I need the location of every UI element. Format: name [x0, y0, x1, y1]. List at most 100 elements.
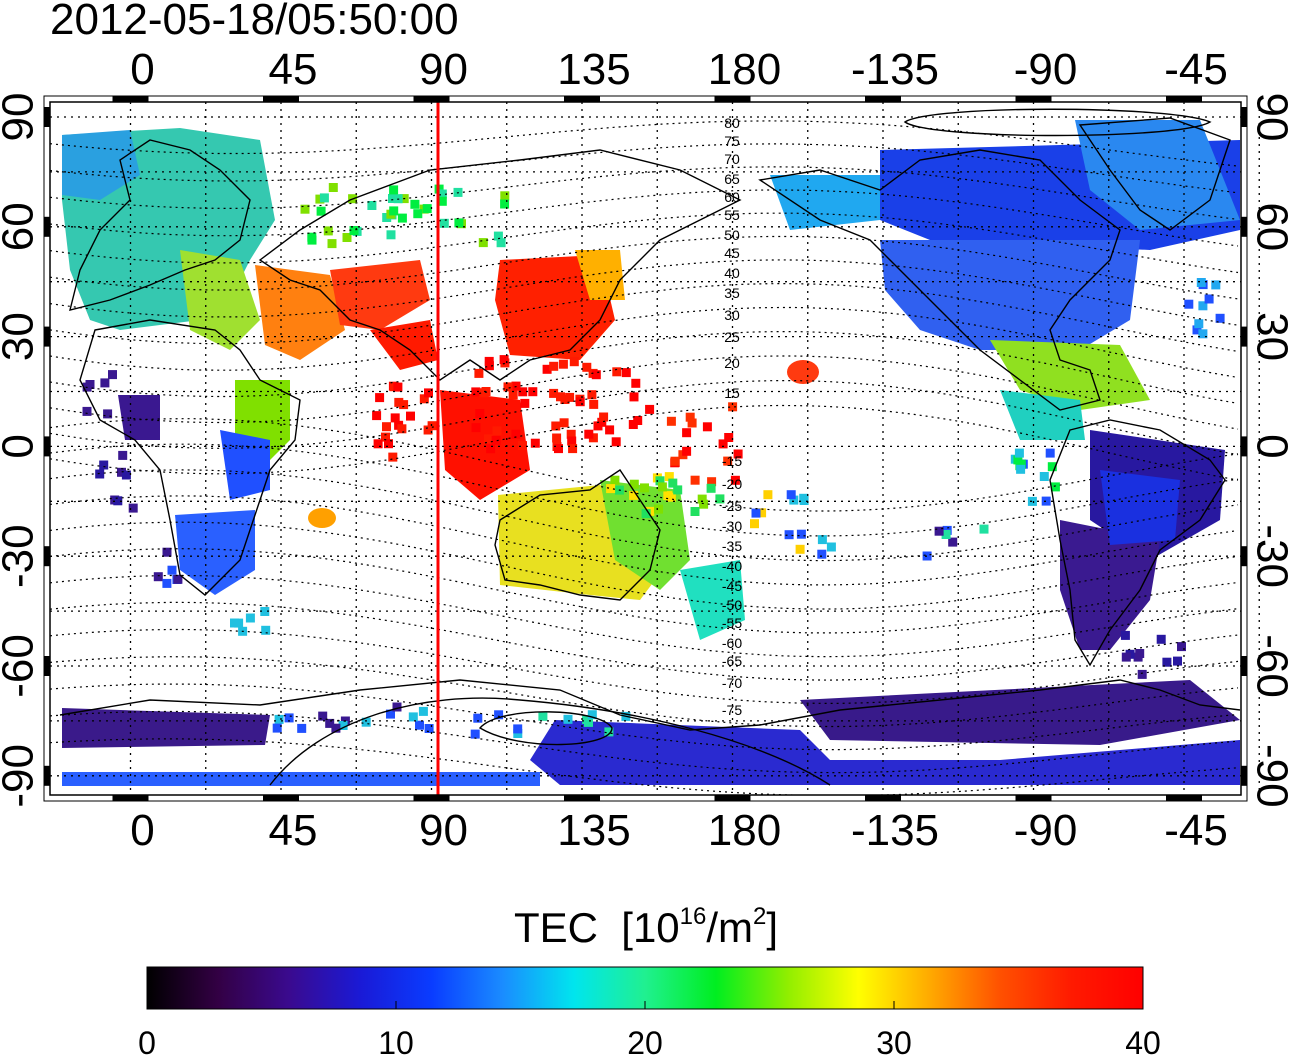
top-tick-bar	[413, 96, 450, 102]
tec-pixel	[367, 201, 377, 210]
magnetic-latitude-curve	[50, 601, 1239, 681]
tec-pixel	[629, 392, 639, 402]
tec-pixel	[423, 425, 433, 435]
tec-pixel	[728, 402, 738, 412]
magnetic-pole-north-ellipse	[903, 108, 1212, 137]
tec-pixel	[272, 723, 282, 733]
tec-pixel	[588, 433, 598, 443]
top-tick-bar	[564, 96, 600, 102]
magnetic-latitude-label: 80	[724, 115, 740, 131]
colorbar-ticks: 0 10 20 30 40	[138, 1001, 1161, 1057]
tec-region-south-pole-strip	[62, 772, 540, 786]
magnetic-latitude-curve	[50, 306, 1239, 379]
tec-pixel	[308, 508, 336, 528]
tec-pixel	[640, 483, 649, 493]
tec-pixel	[128, 503, 138, 513]
tec-pixel	[1135, 649, 1145, 658]
tec-pixel	[475, 409, 485, 418]
tec-pixel	[723, 456, 733, 466]
tec-pixel	[549, 388, 559, 398]
tec-pixel	[589, 399, 599, 409]
magnetic-latitude-curve	[50, 628, 1239, 705]
colorbar-unit-exponent-2: 2	[753, 903, 767, 930]
bottom-longitude-label: 180	[708, 806, 781, 855]
tec-pixel	[386, 230, 396, 240]
magnetic-latitude-label: 65	[724, 171, 740, 187]
tec-pixel	[948, 537, 958, 547]
tec-pixel	[685, 412, 695, 422]
magnetic-pole-south-ellipse	[478, 711, 613, 746]
tec-pixel	[394, 397, 404, 407]
bottom-tick-bar	[263, 795, 299, 801]
tec-pixel	[167, 565, 177, 575]
tec-pixel	[1047, 462, 1057, 472]
tec-pixel	[382, 422, 391, 432]
tec-pixel	[1162, 657, 1172, 667]
tec-pixel	[245, 613, 255, 623]
bottom-longitude-labels: 0 45 90 135 180 -135 -90 -45	[130, 806, 1228, 855]
tec-region-central-asia	[330, 260, 430, 330]
tec-pixel	[99, 460, 109, 470]
magnetic-latitude-label: -40	[722, 558, 742, 574]
coastline-africa	[79, 319, 301, 596]
magnetic-latitude-curve	[50, 143, 1239, 194]
tec-region-middle-east	[255, 265, 345, 360]
tec-pixel	[478, 238, 488, 248]
tec-pixel	[707, 477, 717, 487]
tec-pixel	[687, 418, 697, 428]
right-tick-bar	[1241, 656, 1247, 676]
border-tick-bars	[44, 96, 1247, 801]
top-tick-bar	[263, 96, 299, 102]
tec-pixel	[1137, 669, 1147, 679]
tec-pixel	[518, 387, 528, 397]
magnetic-latitude-label: -50	[722, 597, 742, 613]
tec-pixel	[121, 470, 131, 480]
tec-pixel	[471, 423, 481, 433]
tec-pixel	[673, 485, 683, 495]
tec-region-mexico-caribbean	[990, 340, 1150, 410]
top-longitude-label: -90	[1014, 45, 1078, 94]
magnetic-latitude-curve	[50, 683, 1239, 751]
tec-pixel	[437, 196, 447, 206]
tec-pixel	[605, 425, 615, 435]
tec-pixel	[153, 572, 163, 582]
tec-pixel	[597, 417, 607, 427]
magnetic-latitude-label: 25	[724, 329, 740, 345]
tec-pixel	[690, 507, 700, 516]
magnetic-latitude-label: -70	[722, 675, 742, 691]
left-tick-bar	[44, 216, 50, 237]
tec-pixel	[349, 226, 359, 235]
tec-pixel	[520, 398, 530, 408]
magnetic-latitude-curve	[50, 710, 1239, 774]
magnetic-latitude-curve	[50, 738, 1239, 795]
tec-pixel	[549, 361, 559, 371]
tec-pixel	[486, 444, 496, 454]
coastline-australia	[494, 469, 661, 601]
left-tick-bar	[44, 436, 50, 457]
magnetic-latitude-lines	[50, 120, 1239, 795]
tec-pixel	[538, 711, 548, 721]
magnetic-latitude-curve	[50, 418, 1239, 512]
tec-pixel	[82, 406, 92, 416]
tec-pixel	[1120, 630, 1130, 640]
tec-pixel	[565, 392, 575, 402]
tec-pixel	[979, 524, 989, 534]
tec-pixel	[1204, 294, 1214, 304]
right-latitude-label: 0	[1248, 434, 1292, 458]
magnetic-latitude-curve	[50, 443, 1239, 537]
tec-pixel	[408, 712, 418, 722]
tec-pixel	[730, 475, 740, 485]
tec-pixel	[682, 446, 692, 456]
tec-pixel	[424, 724, 434, 733]
left-latitude-label: -60	[0, 634, 43, 698]
tec-pixel	[361, 717, 371, 727]
tec-pixel	[655, 476, 665, 486]
tec-pixel	[492, 426, 502, 436]
tec-pixel	[599, 412, 609, 422]
tec-pixel	[386, 709, 395, 719]
right-latitude-label: 30	[1248, 312, 1292, 361]
tec-pixel	[424, 388, 433, 398]
tec-pixel	[483, 434, 493, 444]
magnetic-latitude-curve	[50, 548, 1239, 634]
left-tick-bar	[44, 656, 50, 676]
